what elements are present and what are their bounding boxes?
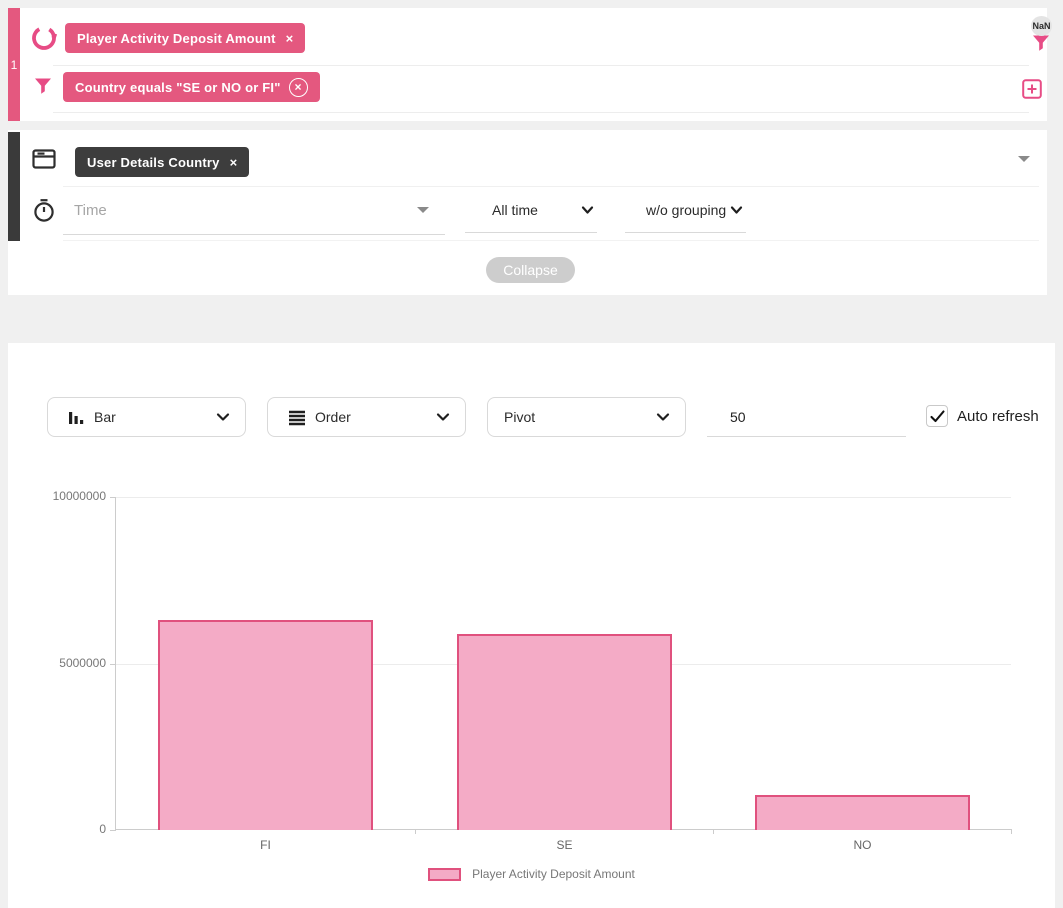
time-placeholder: Time: [74, 202, 107, 219]
x-axis-label: SE: [415, 838, 714, 852]
measure-chip-label: Player Activity Deposit Amount: [77, 31, 276, 46]
x-tick-mark: [1011, 829, 1012, 834]
chevron-down-icon: [215, 410, 231, 424]
auto-refresh-label: Auto refresh: [957, 408, 1039, 425]
query-builder-card: 1 Player Activity Deposit Amount × NaN C…: [8, 8, 1047, 121]
order-lines-icon: [288, 409, 306, 426]
y-tick-mark: [110, 664, 116, 665]
filter-chip[interactable]: Country equals "SE or NO or FI" ×: [63, 72, 320, 102]
remove-measure-icon[interactable]: ×: [286, 32, 294, 45]
filter-icon: [33, 76, 53, 96]
dimension-icon: [30, 145, 58, 173]
app-page: 1 Player Activity Deposit Amount × NaN C…: [0, 0, 1063, 908]
bar-no[interactable]: [755, 795, 970, 830]
x-axis-label: NO: [713, 838, 1012, 852]
remove-filter-icon[interactable]: ×: [289, 78, 308, 97]
plot-area: 0500000010000000FISENO: [115, 497, 1011, 830]
remove-dimension-icon[interactable]: ×: [230, 156, 238, 169]
query-row-number: 1: [8, 58, 20, 72]
row-divider: [63, 240, 1039, 241]
legend-label: Player Activity Deposit Amount: [472, 867, 635, 881]
x-tick-mark: [415, 829, 416, 834]
collapse-button[interactable]: Collapse: [486, 257, 575, 283]
filters-toggle-icon[interactable]: [1031, 33, 1051, 53]
time-caret-icon: [417, 207, 429, 213]
y-axis-label: 10000000: [6, 489, 106, 503]
x-tick-mark: [713, 829, 714, 834]
gridline: [116, 497, 1011, 498]
order-select[interactable]: Order: [267, 397, 466, 437]
x-axis-label: FI: [116, 838, 415, 852]
chart-card: Bar Order Pivot: [8, 343, 1055, 908]
bar-chart-icon: [68, 409, 85, 426]
filter-chip-label: Country equals "SE or NO or FI": [75, 80, 281, 95]
pivot-value: Pivot: [504, 409, 535, 425]
dimension-chip[interactable]: User Details Country ×: [75, 147, 249, 177]
date-range-select[interactable]: All time: [465, 188, 597, 233]
chevron-down-icon: [435, 410, 451, 424]
granularity-select[interactable]: w/o grouping: [625, 188, 746, 233]
time-icon: [30, 196, 58, 224]
y-tick-mark: [110, 497, 116, 498]
y-tick-mark: [110, 830, 116, 831]
y-axis-label: 0: [6, 822, 106, 836]
limit-input[interactable]: [707, 397, 906, 437]
time-dimension-select[interactable]: Time: [63, 186, 445, 235]
auto-refresh-checkbox[interactable]: [926, 405, 948, 427]
dimensions-card: User Details Country × Time All time w/o…: [8, 130, 1047, 295]
query-row-accent-strip: 1: [8, 8, 20, 121]
bar-se[interactable]: [457, 634, 672, 830]
chart-type-value: Bar: [94, 409, 116, 425]
panel-collapse-caret-icon[interactable]: [1018, 156, 1030, 162]
y-axis-label: 5000000: [6, 656, 106, 670]
granularity-value: w/o grouping: [646, 202, 726, 218]
chevron-down-icon: [729, 203, 744, 217]
dimensions-accent-strip: [8, 132, 20, 241]
add-filter-icon[interactable]: [1022, 79, 1042, 99]
legend-swatch: [428, 868, 461, 881]
bar-fi[interactable]: [158, 620, 373, 830]
date-range-value: All time: [492, 202, 538, 218]
chevron-down-icon: [580, 203, 595, 217]
filter-count-badge: NaN: [1031, 16, 1052, 36]
dimension-chip-label: User Details Country: [87, 155, 220, 170]
row-divider: [53, 112, 1029, 113]
measure-chip[interactable]: Player Activity Deposit Amount ×: [65, 23, 305, 53]
measure-icon: [30, 24, 58, 52]
order-value: Order: [315, 409, 351, 425]
chevron-down-icon: [655, 410, 671, 424]
row-divider: [53, 65, 1029, 66]
chart-legend[interactable]: Player Activity Deposit Amount: [8, 867, 1055, 881]
pivot-select[interactable]: Pivot: [487, 397, 686, 437]
chart-type-select[interactable]: Bar: [47, 397, 246, 437]
auto-refresh-control: Auto refresh: [926, 405, 1039, 427]
